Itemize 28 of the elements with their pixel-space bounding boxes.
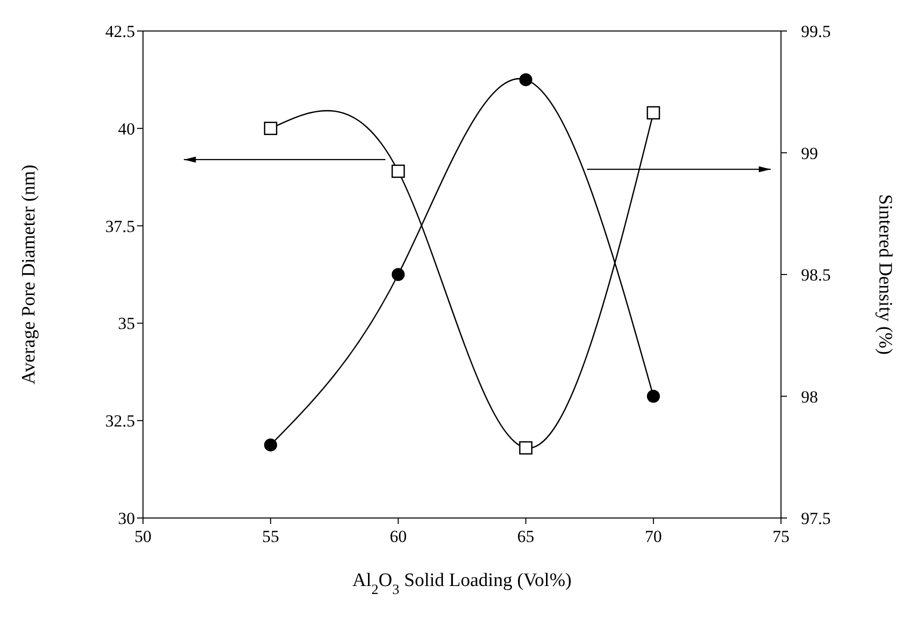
y-tick-label: 30 — [118, 509, 135, 528]
x-tick-label: 75 — [772, 527, 790, 546]
point — [392, 164, 405, 178]
y2-tick-label: 99.5 — [801, 22, 831, 42]
y2-axis-title: Sintered Density (%) — [874, 194, 896, 355]
point — [264, 122, 278, 136]
point — [646, 106, 660, 120]
y-tick-label: 37.5 — [105, 216, 135, 236]
y2-tick-label: 99 — [801, 144, 818, 163]
point — [392, 268, 405, 281]
point — [264, 438, 278, 452]
y-tick-label: 40 — [118, 119, 135, 138]
y-tick-label: 32.5 — [105, 412, 135, 431]
point — [519, 73, 532, 86]
x-tick-label: 60 — [390, 527, 407, 546]
y2-tick-label: 97.5 — [801, 509, 831, 528]
point — [646, 390, 660, 403]
point — [519, 441, 532, 455]
x-tick-label: 65 — [517, 527, 534, 546]
x-tick-label: 70 — [644, 527, 662, 546]
x-tick-label: 55 — [262, 527, 280, 546]
y-tick-label: 42.5 — [105, 22, 135, 42]
y-axis-title: Average Pore Diameter (nm) — [18, 164, 40, 384]
y2-tick-label: 98.5 — [801, 266, 831, 285]
x-tick-label: 50 — [134, 527, 152, 546]
y2-tick-label: 98 — [801, 387, 818, 406]
x-axis-title: Al$_{2}$O$_{3}$ Solid Loading (Vol%) — [352, 570, 572, 598]
y-tick-label: 35 — [118, 314, 135, 334]
